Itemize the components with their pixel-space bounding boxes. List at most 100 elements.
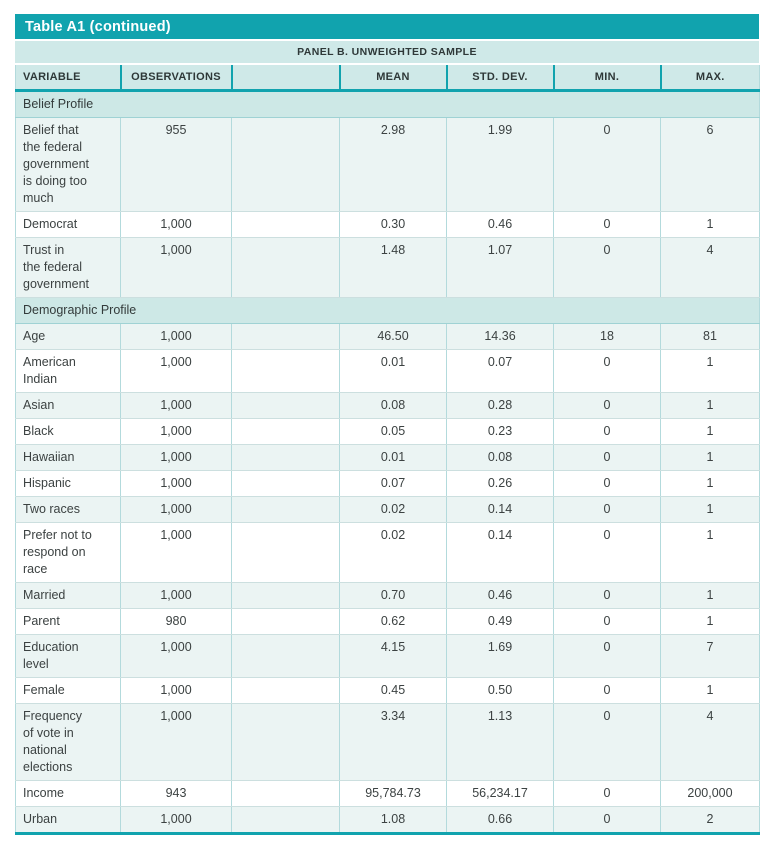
cell-mean: 1.08 (339, 806, 447, 834)
table-row: Parent 980 0.62 0.49 0 1 (15, 608, 760, 635)
cell-mean: 0.02 (339, 496, 447, 523)
cell-variable: Black (15, 418, 121, 445)
column-header-blank (230, 65, 340, 92)
cell-variable: Urban (15, 806, 121, 834)
cell-max: 1 (660, 582, 760, 609)
table-row: Trust in the federal government 1,000 1.48… (15, 237, 760, 298)
cell-variable: Income (15, 780, 121, 807)
table-row: Democrat 1,000 0.30 0.46 0 1 (15, 211, 760, 238)
cell-variable: American Indian (15, 349, 121, 393)
cell-blank (231, 349, 340, 393)
cell-variable: Age (15, 323, 121, 350)
cell-mean: 0.62 (339, 608, 447, 635)
cell-observations: 1,000 (120, 470, 232, 497)
cell-min: 0 (553, 677, 661, 704)
table-row: Belief that the federal government is do… (15, 117, 760, 212)
cell-blank (231, 677, 340, 704)
summary-stats-table: VARIABLE OBSERVATIONS MEAN STD. DEV. MIN. MAX… (15, 65, 760, 835)
cell-min: 0 (553, 444, 661, 471)
cell-mean: 4.15 (339, 634, 447, 678)
cell-max: 1 (660, 470, 760, 497)
section-row: Belief Profile (15, 90, 760, 118)
cell-min: 0 (553, 117, 661, 212)
cell-observations: 1,000 (120, 392, 232, 419)
cell-mean: 1.48 (339, 237, 447, 298)
cell-blank (231, 496, 340, 523)
column-header-row: VARIABLE OBSERVATIONS MEAN STD. DEV. MIN. MAX… (15, 65, 760, 92)
table-row: Married 1,000 0.70 0.46 0 1 (15, 582, 760, 609)
cell-min: 0 (553, 634, 661, 678)
cell-max: 4 (660, 237, 760, 298)
cell-variable: Parent (15, 608, 121, 635)
panel-header: PANEL B. UNWEIGHTED SAMPLE (15, 41, 759, 63)
table-row: Prefer not to respond on race 1,000 0.02 0.… (15, 522, 760, 583)
cell-observations: 1,000 (120, 522, 232, 583)
cell-max: 200,000 (660, 780, 760, 807)
cell-blank (231, 211, 340, 238)
cell-max: 1 (660, 444, 760, 471)
cell-variable: Two races (15, 496, 121, 523)
cell-max: 1 (660, 522, 760, 583)
cell-min: 18 (553, 323, 661, 350)
cell-min: 0 (553, 522, 661, 583)
cell-observations: 943 (120, 780, 232, 807)
section-label: Belief Profile (15, 90, 760, 118)
table-row: Black 1,000 0.05 0.23 0 1 (15, 418, 760, 445)
table-title: Table A1 (continued) (15, 14, 759, 39)
table-row: Hawaiian 1,000 0.01 0.08 0 1 (15, 444, 760, 471)
cell-std-dev: 0.23 (446, 418, 554, 445)
column-header-mean: MEAN (338, 65, 447, 92)
cell-mean: 0.45 (339, 677, 447, 704)
cell-blank (231, 237, 340, 298)
cell-std-dev: 0.28 (446, 392, 554, 419)
cell-min: 0 (553, 237, 661, 298)
cell-min: 0 (553, 806, 661, 834)
cell-std-dev: 0.49 (446, 608, 554, 635)
cell-blank (231, 522, 340, 583)
cell-mean: 3.34 (339, 703, 447, 781)
cell-variable: Female (15, 677, 121, 704)
cell-max: 81 (660, 323, 760, 350)
cell-blank (231, 703, 340, 781)
cell-max: 1 (660, 392, 760, 419)
table-row: Female 1,000 0.45 0.50 0 1 (15, 677, 760, 704)
cell-blank (231, 780, 340, 807)
cell-mean: 2.98 (339, 117, 447, 212)
cell-min: 0 (553, 608, 661, 635)
cell-blank (231, 582, 340, 609)
cell-observations: 1,000 (120, 349, 232, 393)
section-row: Demographic Profile (15, 297, 760, 324)
cell-min: 0 (553, 780, 661, 807)
cell-max: 1 (660, 496, 760, 523)
table-row: Education level 1,000 4.15 1.69 0 7 (15, 634, 760, 678)
column-header-std-dev: STD. DEV. (445, 65, 554, 92)
cell-max: 1 (660, 349, 760, 393)
cell-variable: Hispanic (15, 470, 121, 497)
cell-variable: Prefer not to respond on race (15, 522, 121, 583)
cell-observations: 1,000 (120, 323, 232, 350)
cell-mean: 0.08 (339, 392, 447, 419)
cell-std-dev: 0.50 (446, 677, 554, 704)
table-row: American Indian 1,000 0.01 0.07 0 1 (15, 349, 760, 393)
column-header-min: MIN. (552, 65, 661, 92)
cell-mean: 0.30 (339, 211, 447, 238)
cell-min: 0 (553, 392, 661, 419)
cell-max: 6 (660, 117, 760, 212)
cell-observations: 980 (120, 608, 232, 635)
cell-observations: 1,000 (120, 703, 232, 781)
cell-variable: Frequency of vote in national elections (15, 703, 121, 781)
cell-observations: 1,000 (120, 237, 232, 298)
column-header-variable: VARIABLE (15, 65, 121, 92)
cell-std-dev: 1.13 (446, 703, 554, 781)
cell-observations: 1,000 (120, 444, 232, 471)
cell-std-dev: 1.07 (446, 237, 554, 298)
cell-variable: Democrat (15, 211, 121, 238)
cell-std-dev: 56,234.17 (446, 780, 554, 807)
cell-variable: Married (15, 582, 121, 609)
cell-max: 4 (660, 703, 760, 781)
table-row: Asian 1,000 0.08 0.28 0 1 (15, 392, 760, 419)
cell-min: 0 (553, 470, 661, 497)
table-row: Hispanic 1,000 0.07 0.26 0 1 (15, 470, 760, 497)
column-header-max: MAX. (659, 65, 760, 92)
cell-mean: 0.05 (339, 418, 447, 445)
